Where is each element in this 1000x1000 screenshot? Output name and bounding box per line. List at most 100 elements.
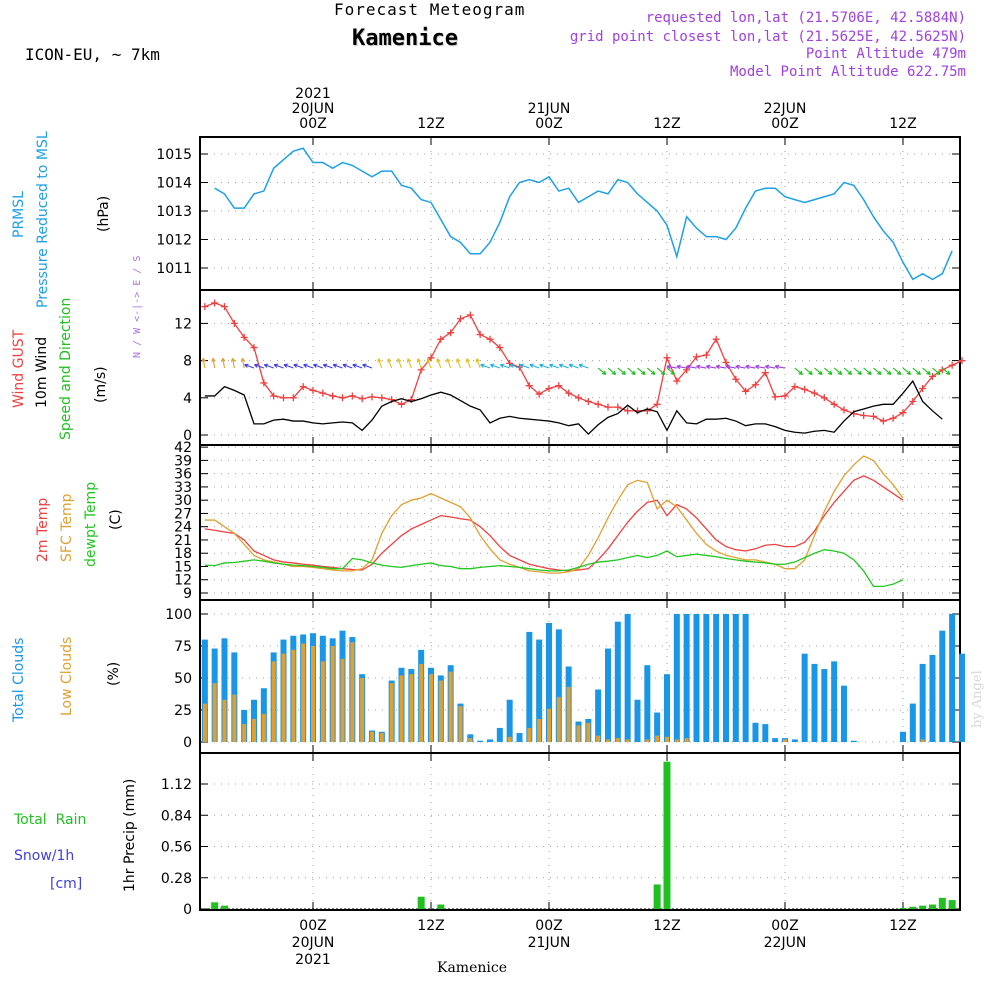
- low-cloud-bar: [330, 646, 335, 742]
- gust-point: [889, 414, 897, 422]
- low-cloud-bar: [399, 675, 404, 742]
- total-cloud-bar: [270, 652, 277, 742]
- wind-direction-arrow: [211, 357, 216, 369]
- gust-point: [909, 398, 917, 406]
- low-cloud-bar: [664, 736, 669, 742]
- total-cloud-bar: [506, 699, 513, 742]
- wind-direction-arrow: [705, 364, 717, 370]
- wind-10m-label: 10m Wind: [34, 337, 50, 408]
- wind-direction-arrow: [932, 367, 941, 376]
- low-cloud-bar: [586, 722, 591, 742]
- wind-direction-arrow: [863, 367, 872, 376]
- panel-frame: [199, 444, 961, 601]
- rain-bar: [663, 761, 671, 909]
- gust-point: [407, 396, 415, 404]
- wind-line: [204, 379, 943, 435]
- total-cloud-bar: [732, 614, 739, 742]
- wind-direction-arrow: [322, 363, 333, 369]
- low-cloud-bar: [566, 686, 571, 742]
- wind-direction-arrow: [221, 357, 226, 369]
- wind-direction-arrow: [637, 367, 646, 376]
- wind-direction-arrow: [426, 358, 432, 369]
- gust-point: [260, 379, 268, 387]
- total-cloud-bar: [899, 731, 906, 742]
- low-cloud-bar: [684, 738, 689, 742]
- low-cloud-bar: [920, 739, 925, 742]
- rain-bar: [919, 905, 927, 909]
- low-cloud-bar: [311, 646, 315, 742]
- wind-direction-arrow: [456, 358, 462, 369]
- low-cloud-bar: [291, 649, 296, 742]
- low-cloud-bar: [428, 674, 433, 742]
- total-cloud-bar: [595, 689, 602, 742]
- total-cloud-bar: [467, 734, 474, 742]
- panel-frame: [199, 289, 961, 446]
- total-cloud-bar: [516, 733, 523, 742]
- gust-point: [299, 383, 307, 391]
- gust-point: [358, 395, 366, 403]
- meteogram-title: Forecast Meteogram: [334, 0, 526, 19]
- wind-direction-arrow: [406, 358, 412, 369]
- temp-2m-line: [204, 475, 904, 572]
- low-cloud-bar: [212, 683, 217, 742]
- total-cloud-bar: [644, 665, 651, 742]
- gust-point: [486, 335, 494, 343]
- gust-point: [948, 361, 956, 369]
- wind-direction-arrow: [735, 364, 746, 370]
- time-axis-bottom-label: 12Z: [653, 918, 680, 934]
- total-cloud-bar: [939, 630, 946, 742]
- gust-point: [712, 335, 720, 343]
- total-cloud-bar: [949, 614, 956, 742]
- low-cloud-bar: [350, 642, 355, 742]
- total-cloud-bar: [909, 703, 916, 742]
- total-cloud-bar: [418, 649, 425, 742]
- wind-direction-arrow: [558, 363, 569, 369]
- wind-direction-arrow: [882, 367, 892, 376]
- wind-direction-arrow: [922, 367, 931, 376]
- gust-point: [860, 411, 868, 419]
- low-cloud-bar: [222, 699, 227, 742]
- total-cloud-bar: [801, 653, 808, 742]
- low-cloud-bar: [674, 739, 679, 742]
- low-cloud-bar: [645, 739, 650, 742]
- wind-direction-arrow: [509, 363, 520, 369]
- gust-point: [791, 383, 799, 391]
- gust-point: [397, 400, 405, 408]
- low-cloud-bar: [438, 680, 443, 742]
- total-cloud-bar: [477, 740, 484, 742]
- gust-point: [437, 335, 445, 343]
- gust-point: [506, 359, 514, 367]
- rain-bar: [211, 902, 219, 909]
- wind-direction-arrow: [755, 364, 766, 370]
- time-axis-top-label: 00Z: [299, 116, 326, 132]
- wind-direction-arrow: [941, 367, 951, 376]
- rain-bar: [437, 904, 445, 909]
- gust-point: [633, 407, 641, 415]
- low-cloud-bar: [232, 694, 237, 742]
- total-cloud-bar: [742, 614, 749, 742]
- wind-direction-arrow: [607, 367, 617, 376]
- temp-unit-label: (C): [108, 509, 124, 530]
- gust-point: [801, 385, 809, 393]
- wind-direction-arrow: [804, 367, 813, 376]
- pressure-label-unit: (hPa): [96, 196, 112, 232]
- wind-direction-arrow: [539, 363, 550, 369]
- gust-point: [751, 381, 759, 389]
- wind-direction-arrow: [397, 358, 403, 369]
- gust-point: [378, 394, 386, 402]
- total-cloud-bar: [683, 614, 690, 742]
- total-cloud-bar: [457, 703, 464, 742]
- clouds-low-label: Low Clouds: [59, 637, 75, 716]
- wind-direction-arrow: [853, 367, 862, 376]
- temp-sfc-label: SFC Temp: [59, 493, 75, 562]
- total-cloud-bar: [772, 738, 779, 742]
- total-cloud-bar: [663, 674, 670, 742]
- gust-point: [525, 382, 533, 390]
- gust-point: [574, 394, 582, 402]
- low-cloud-bar: [379, 733, 384, 742]
- low-cloud-bar: [527, 727, 532, 742]
- precip-axis-label: 1hr Precip (mm): [122, 779, 138, 892]
- wind-direction-arrow: [303, 363, 314, 369]
- gust-point: [879, 417, 887, 425]
- wind-direction-arrow: [490, 363, 501, 369]
